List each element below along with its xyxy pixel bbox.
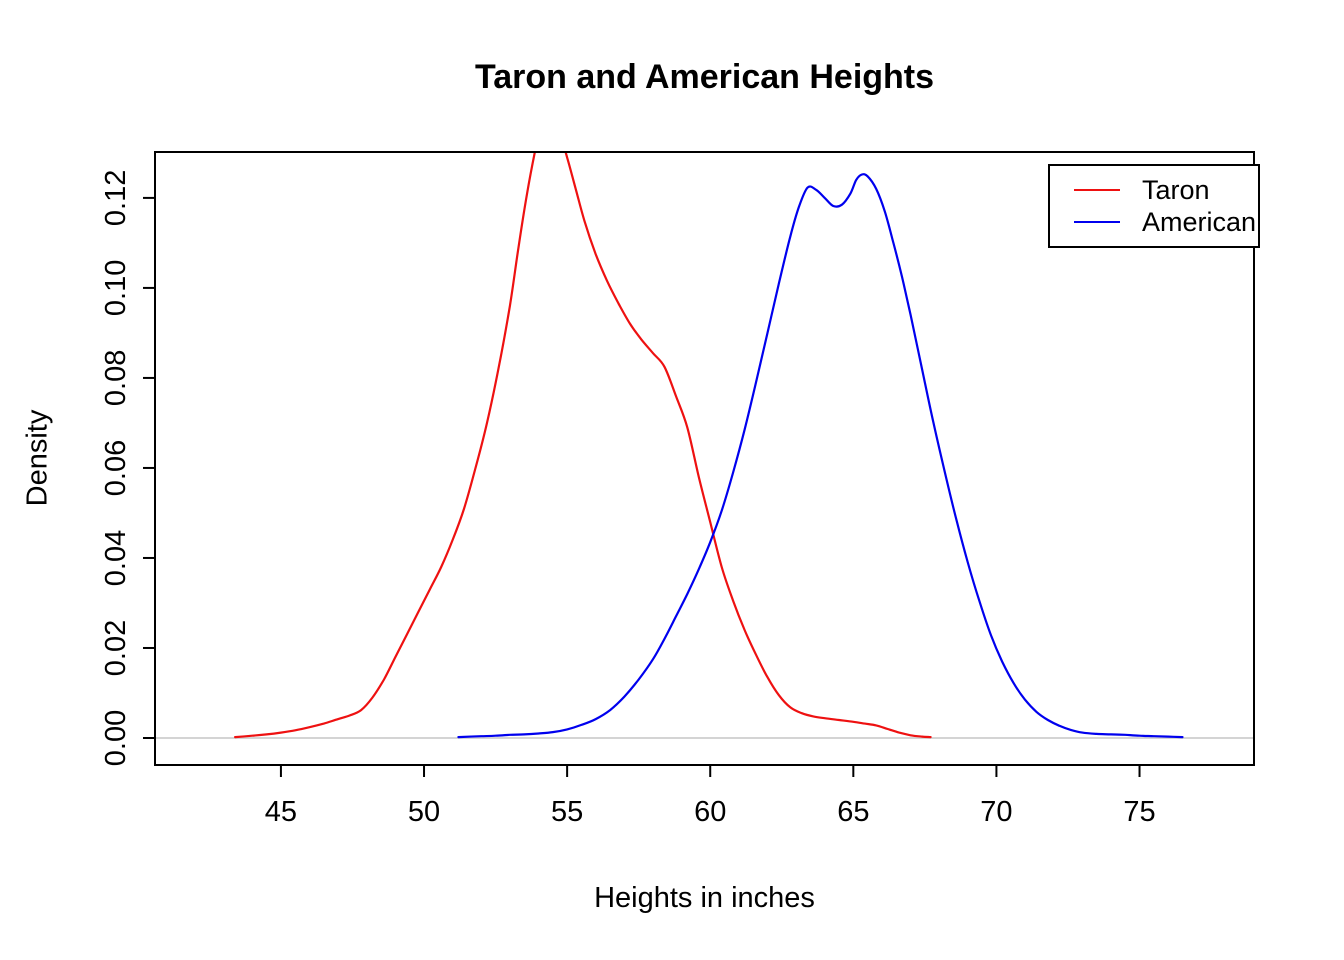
- y-tick-label: 0.12: [100, 170, 132, 226]
- chart-title: Taron and American Heights: [474, 58, 935, 96]
- legend-label-taron: Taron: [1142, 174, 1210, 205]
- y-tick-label: 0.00: [100, 710, 132, 766]
- x-axis-label: Heights in inches: [594, 882, 815, 914]
- american-line-sample: [1074, 221, 1120, 223]
- legend-label-american: American: [1142, 206, 1257, 237]
- density-curve-american: [457, 173, 1184, 739]
- y-axis-label: Density: [21, 409, 54, 507]
- x-tick-label: 55: [551, 796, 583, 828]
- legend-entry-american: American: [1050, 206, 1258, 238]
- legend: Taron American: [1048, 164, 1260, 248]
- x-tick-label: 45: [265, 796, 297, 828]
- x-tick-label: 75: [1123, 796, 1155, 828]
- y-tick-label: 0.06: [100, 440, 132, 496]
- x-tick-label: 70: [980, 796, 1012, 828]
- plot-box: [154, 151, 1255, 766]
- taron-line-sample: [1074, 189, 1120, 191]
- y-tick-label: 0.02: [100, 620, 132, 676]
- legend-entry-taron: Taron: [1050, 174, 1258, 206]
- x-tick-label: 50: [408, 796, 440, 828]
- x-tick-label: 65: [837, 796, 869, 828]
- density-curve-taron: [234, 152, 932, 739]
- y-tick-label: 0.04: [100, 530, 132, 586]
- y-tick-label: 0.10: [100, 260, 132, 316]
- x-tick-label: 60: [694, 796, 726, 828]
- y-tick-label: 0.08: [100, 350, 132, 406]
